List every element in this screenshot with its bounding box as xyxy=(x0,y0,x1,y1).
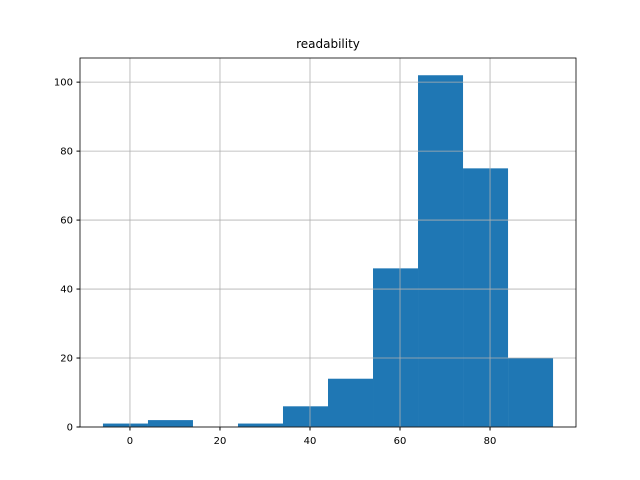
plot-frame xyxy=(79,57,577,428)
bar xyxy=(102,423,148,427)
bar xyxy=(147,420,193,427)
x-tick-label: 40 xyxy=(304,436,317,447)
chart-title: readability xyxy=(296,37,360,51)
bar xyxy=(373,268,419,427)
y-tick-label: 20 xyxy=(60,354,73,365)
bar xyxy=(418,75,464,428)
bar xyxy=(328,378,374,427)
x-tick-label: 0 xyxy=(127,436,133,447)
y-tick-label: 40 xyxy=(60,285,73,296)
bar xyxy=(237,423,283,427)
y-tick-label: 0 xyxy=(67,423,73,434)
y-tick-label: 60 xyxy=(60,216,73,227)
x-tick-label: 20 xyxy=(214,436,227,447)
bar xyxy=(508,358,554,427)
bar xyxy=(282,406,328,427)
x-tick-label: 80 xyxy=(484,436,497,447)
x-tick-label: 60 xyxy=(394,436,407,447)
y-tick-label: 100 xyxy=(54,78,73,89)
bar xyxy=(463,168,509,427)
y-tick-label: 80 xyxy=(60,147,73,158)
